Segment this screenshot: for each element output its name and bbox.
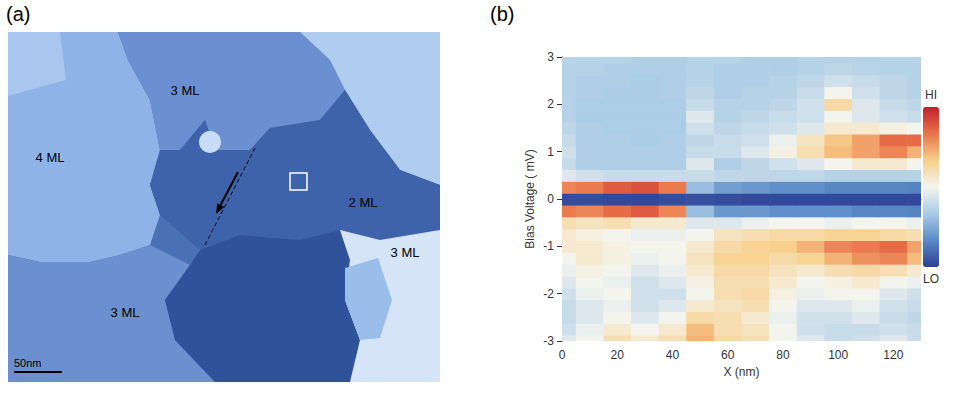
svg-text:LO: LO [923,272,939,286]
svg-text:60: 60 [721,348,735,362]
svg-text:3 ML: 3 ML [391,245,420,260]
svg-text:-2: -2 [543,287,554,301]
svg-text:-1: -1 [543,239,554,253]
svg-text:20: 20 [611,348,625,362]
svg-text:(a): (a) [6,3,30,25]
svg-text:3 ML: 3 ML [111,305,140,320]
svg-text:3 ML: 3 ML [171,83,200,98]
svg-text:X (nm): X (nm) [724,365,760,379]
svg-text:HI: HI [925,88,937,102]
svg-text:(b): (b) [490,3,514,25]
svg-text:-3: -3 [543,334,554,348]
svg-text:4 ML: 4 ML [36,150,65,165]
svg-text:80: 80 [776,348,790,362]
svg-text:40: 40 [666,348,680,362]
svg-text:100: 100 [828,348,848,362]
svg-text:0: 0 [547,192,554,206]
svg-text:1: 1 [547,145,554,159]
svg-text:2 ML: 2 ML [349,195,378,210]
svg-text:Bias Voltage ( mV): Bias Voltage ( mV) [523,149,537,248]
svg-text:120: 120 [883,348,903,362]
svg-text:2: 2 [547,97,554,111]
svg-text:50nm: 50nm [14,357,42,369]
svg-text:0: 0 [559,348,566,362]
svg-text:3: 3 [547,50,554,64]
